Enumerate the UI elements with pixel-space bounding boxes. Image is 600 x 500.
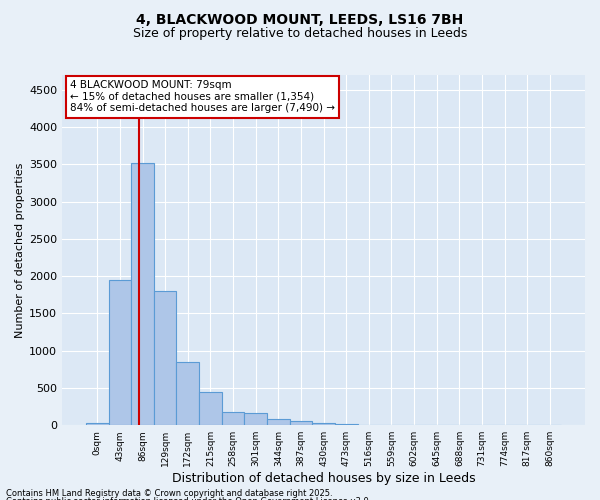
Bar bbox=[176, 362, 199, 425]
Text: Contains public sector information licensed under the Open Government Licence v3: Contains public sector information licen… bbox=[6, 497, 371, 500]
Bar bbox=[244, 413, 267, 425]
Bar bbox=[199, 392, 222, 425]
X-axis label: Distribution of detached houses by size in Leeds: Distribution of detached houses by size … bbox=[172, 472, 475, 485]
Bar bbox=[312, 422, 335, 425]
Bar bbox=[86, 423, 109, 425]
Y-axis label: Number of detached properties: Number of detached properties bbox=[15, 162, 25, 338]
Bar bbox=[222, 412, 244, 425]
Bar bbox=[109, 280, 131, 425]
Text: Size of property relative to detached houses in Leeds: Size of property relative to detached ho… bbox=[133, 28, 467, 40]
Bar bbox=[335, 424, 358, 425]
Text: Contains HM Land Registry data © Crown copyright and database right 2025.: Contains HM Land Registry data © Crown c… bbox=[6, 488, 332, 498]
Bar bbox=[131, 163, 154, 425]
Bar bbox=[358, 424, 380, 425]
Text: 4, BLACKWOOD MOUNT, LEEDS, LS16 7BH: 4, BLACKWOOD MOUNT, LEEDS, LS16 7BH bbox=[136, 12, 464, 26]
Bar bbox=[267, 418, 290, 425]
Text: 4 BLACKWOOD MOUNT: 79sqm
← 15% of detached houses are smaller (1,354)
84% of sem: 4 BLACKWOOD MOUNT: 79sqm ← 15% of detach… bbox=[70, 80, 335, 114]
Bar bbox=[290, 421, 312, 425]
Bar bbox=[154, 291, 176, 425]
